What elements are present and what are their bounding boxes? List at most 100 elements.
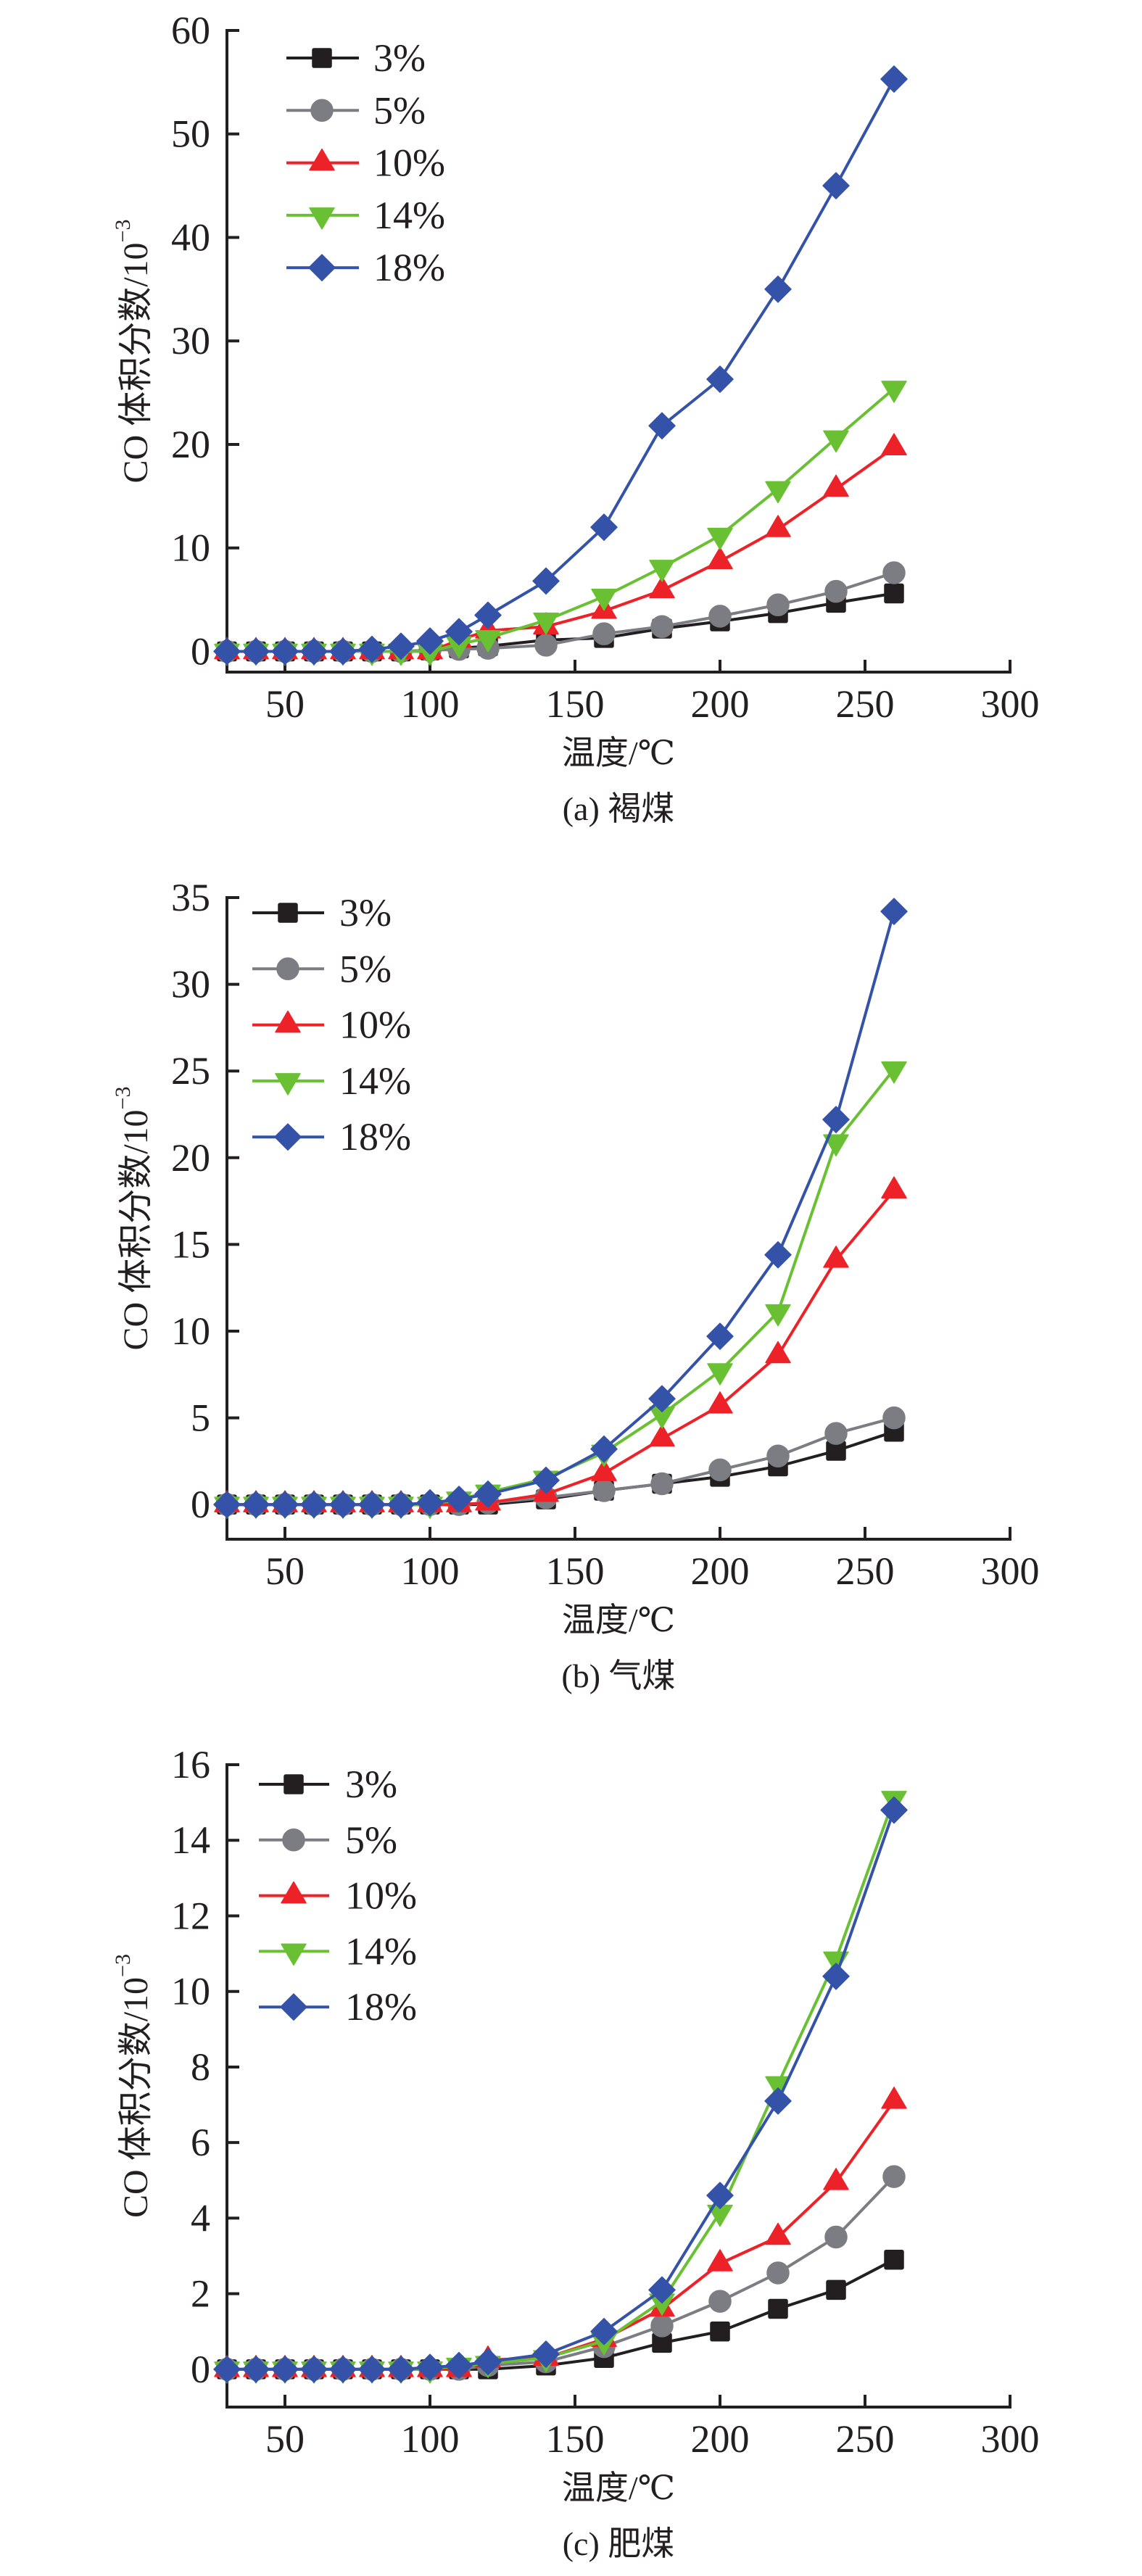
data-point bbox=[358, 1491, 386, 1518]
data-point bbox=[474, 2348, 502, 2376]
data-point bbox=[650, 2314, 674, 2337]
legend-marker-icon bbox=[275, 1073, 301, 1096]
legend-label: 10% bbox=[373, 141, 445, 185]
x-tick-label: 300 bbox=[981, 1549, 1040, 1593]
data-point bbox=[880, 65, 908, 93]
data-point bbox=[300, 637, 328, 666]
data-point bbox=[532, 567, 560, 595]
data-point bbox=[824, 1422, 848, 1445]
data-point bbox=[826, 2279, 846, 2300]
data-point bbox=[591, 589, 617, 611]
y-tick-label: 0 bbox=[191, 2348, 210, 2391]
legend-label: 5% bbox=[339, 947, 392, 990]
data-point bbox=[766, 593, 790, 616]
data-point bbox=[242, 2356, 270, 2383]
x-tick-label: 250 bbox=[836, 682, 895, 726]
y-axis-title-superscript: −3 bbox=[111, 220, 135, 243]
series-line bbox=[227, 1809, 895, 2371]
data-point bbox=[882, 1406, 906, 1430]
data-point bbox=[706, 365, 734, 393]
y-tick-label: 0 bbox=[191, 1483, 210, 1526]
x-tick-label: 200 bbox=[691, 2417, 750, 2461]
legend-marker-icon bbox=[275, 1010, 301, 1033]
data-point bbox=[766, 2261, 790, 2285]
legend-label: 5% bbox=[373, 88, 426, 132]
legend-marker-icon bbox=[284, 1774, 304, 1794]
y-tick-label: 50 bbox=[171, 112, 210, 156]
data-point bbox=[329, 2356, 357, 2383]
legend-item: 18% bbox=[252, 1115, 411, 1159]
series-10pct bbox=[214, 1176, 907, 1512]
data-point bbox=[271, 2356, 299, 2383]
legend-label: 3% bbox=[339, 891, 392, 935]
y-tick-label: 20 bbox=[171, 423, 210, 466]
y-axis-title-superscript: −3 bbox=[111, 1087, 135, 1110]
legend-marker-icon bbox=[278, 903, 298, 923]
x-tick-label: 150 bbox=[546, 2417, 605, 2461]
data-point bbox=[445, 1486, 473, 1513]
x-tick-label: 150 bbox=[546, 682, 605, 726]
data-point bbox=[387, 1491, 415, 1518]
data-point bbox=[649, 576, 675, 598]
y-tick-label: 4 bbox=[191, 2196, 210, 2240]
legend-marker-icon bbox=[309, 148, 335, 171]
y-tick-label: 5 bbox=[191, 1396, 210, 1440]
legend-marker-icon bbox=[308, 254, 336, 281]
data-point bbox=[768, 2298, 788, 2319]
legend-item: 10% bbox=[286, 141, 445, 185]
x-tick-label: 300 bbox=[981, 2417, 1040, 2461]
x-tick-label: 50 bbox=[265, 1549, 305, 1593]
x-tick-label: 250 bbox=[836, 2417, 895, 2461]
y-axis-title-text: CO 体积分数/10 bbox=[117, 1109, 155, 1350]
y-axis-title: CO 体积分数/10−3 bbox=[111, 220, 155, 484]
x-tick-label: 250 bbox=[836, 1549, 895, 1593]
y-axis-title: CO 体积分数/10−3 bbox=[111, 1954, 155, 2218]
y-tick-label: 35 bbox=[171, 876, 210, 919]
data-point bbox=[882, 561, 906, 584]
data-point bbox=[649, 1424, 675, 1447]
y-tick-label: 10 bbox=[171, 1970, 210, 2013]
data-point bbox=[706, 1322, 734, 1350]
y-tick-label: 8 bbox=[191, 2045, 210, 2089]
data-point bbox=[592, 622, 616, 645]
series-18pct bbox=[213, 898, 908, 1518]
data-point bbox=[300, 1491, 328, 1518]
data-point bbox=[271, 1491, 299, 1518]
legend-marker-icon bbox=[309, 207, 335, 230]
legend-item: 5% bbox=[252, 947, 392, 990]
series-line bbox=[227, 1068, 895, 1507]
data-point bbox=[765, 2222, 791, 2245]
legend-marker-icon bbox=[281, 1943, 307, 1966]
data-point bbox=[533, 612, 559, 635]
data-point bbox=[765, 515, 791, 537]
data-point bbox=[590, 2318, 618, 2345]
y-tick-label: 12 bbox=[171, 1894, 210, 1937]
data-point bbox=[475, 630, 501, 653]
data-point bbox=[474, 601, 502, 629]
data-point bbox=[707, 527, 733, 550]
data-point bbox=[764, 2087, 792, 2115]
data-point bbox=[710, 2322, 730, 2342]
data-point bbox=[648, 412, 676, 440]
data-point bbox=[242, 637, 270, 666]
legend-item: 3% bbox=[259, 1763, 397, 1806]
data-point bbox=[707, 1391, 733, 1414]
data-point bbox=[881, 1176, 907, 1198]
legend-label: 5% bbox=[345, 1818, 397, 1862]
data-point bbox=[650, 615, 674, 638]
legend: 3% 5% 10% 14% 18% bbox=[259, 1763, 417, 2029]
data-point bbox=[592, 1479, 616, 1502]
x-tick-label: 100 bbox=[401, 682, 460, 726]
chart-panel-b: 0 5 10 15 20 25 30 35 50 100 150 200 250 300 温度/℃ (b) 气… bbox=[111, 876, 1040, 1694]
panel-caption: (c) 肥煤 bbox=[563, 2525, 675, 2562]
data-point bbox=[300, 2356, 328, 2383]
data-point bbox=[708, 1458, 732, 1482]
data-point bbox=[707, 1363, 733, 1386]
y-tick-label: 0 bbox=[191, 629, 210, 673]
x-axis-title: 温度/℃ bbox=[562, 734, 675, 771]
data-point bbox=[648, 1385, 676, 1413]
legend-label: 3% bbox=[345, 1763, 397, 1806]
data-point bbox=[823, 1246, 849, 1268]
